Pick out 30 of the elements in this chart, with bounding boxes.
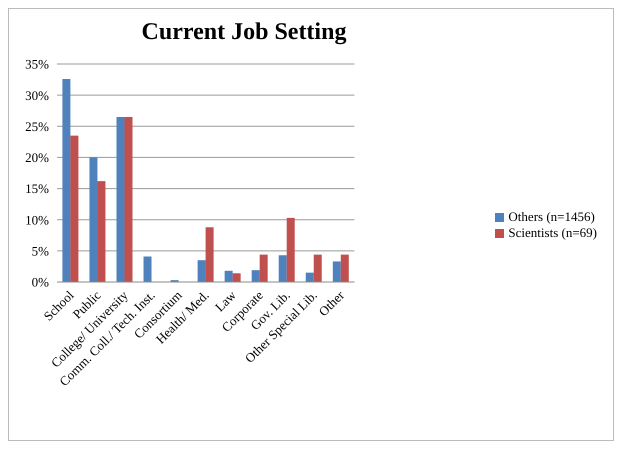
y-tick-label: 30%	[25, 88, 50, 103]
y-tick-label: 10%	[25, 212, 50, 228]
bar	[206, 227, 214, 282]
y-tick-label: 20%	[25, 150, 50, 166]
y-tick-label: 15%	[25, 181, 50, 196]
bar	[332, 261, 341, 282]
bar	[232, 273, 241, 282]
bar	[62, 78, 70, 282]
bar	[340, 254, 349, 282]
bar	[224, 270, 233, 282]
bar	[260, 254, 268, 282]
bar	[198, 260, 206, 282]
y-tick-label: 35%	[25, 56, 50, 72]
bar	[252, 270, 260, 282]
legend-label: Scientists (n=69)	[508, 224, 597, 240]
y-tick-label: 5%	[32, 243, 50, 258]
bar	[314, 254, 322, 282]
chart-title: Current Job Setting	[140, 19, 348, 46]
bar	[286, 218, 295, 282]
bar	[116, 116, 124, 282]
y-tick-label: 25%	[25, 118, 50, 134]
bar	[89, 157, 98, 282]
bar	[144, 256, 152, 282]
bar	[278, 255, 287, 282]
bar	[124, 116, 132, 282]
y-tick-label: 0%	[32, 274, 50, 290]
bar	[97, 181, 106, 282]
legend-label: Others (n=1456)	[508, 208, 595, 224]
bar	[70, 136, 78, 282]
bar	[306, 272, 314, 282]
